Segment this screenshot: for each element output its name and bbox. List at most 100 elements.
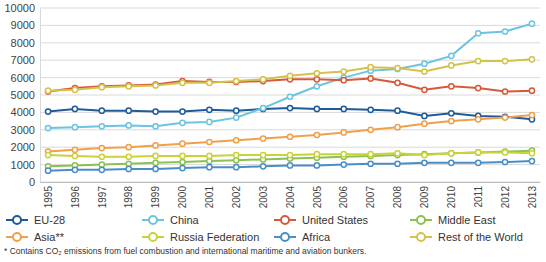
series-marker — [287, 134, 292, 139]
legend-label: United States — [302, 214, 369, 226]
x-axis-line — [41, 182, 541, 183]
series-marker — [207, 139, 212, 144]
legend-item: Russia Federation — [142, 231, 259, 243]
series-marker — [368, 76, 373, 81]
x-tick: 2004 — [285, 182, 296, 208]
series-marker — [529, 88, 534, 93]
legend-marker — [13, 216, 21, 224]
series-marker — [45, 89, 50, 94]
series-marker — [395, 125, 400, 130]
x-tick-label: 2011 — [473, 186, 484, 208]
series-marker — [449, 160, 454, 165]
series-marker — [99, 108, 104, 113]
series-marker — [502, 29, 507, 34]
series-marker — [234, 108, 239, 113]
chart: 0100020003000400050006000700080009000100… — [0, 0, 546, 262]
series-marker — [126, 123, 131, 128]
series-marker — [261, 105, 266, 110]
series-marker — [287, 94, 292, 99]
series — [45, 57, 534, 94]
y-tick-label: 1000 — [11, 159, 35, 171]
series-marker — [72, 167, 77, 172]
series-marker — [99, 85, 104, 90]
series-marker — [449, 84, 454, 89]
x-tick: 2007 — [365, 182, 376, 208]
series-marker — [449, 151, 454, 156]
series-marker — [153, 143, 158, 148]
series-marker — [234, 78, 239, 83]
y-tick-label: 0 — [29, 176, 35, 188]
y-tick-label: 5000 — [11, 89, 35, 101]
series-marker — [422, 152, 427, 157]
series-marker — [422, 121, 427, 126]
series — [45, 112, 534, 154]
series-marker — [234, 158, 239, 163]
x-tick: 2002 — [231, 182, 242, 208]
series-marker — [207, 153, 212, 158]
series-marker — [207, 107, 212, 112]
y-axis-line — [40, 9, 41, 183]
series-marker — [180, 153, 185, 158]
series-marker — [422, 61, 427, 66]
legend-label: Asia** — [34, 231, 65, 243]
x-tick-label: 1996 — [70, 186, 81, 209]
series-line — [48, 152, 532, 156]
legend-marker — [149, 233, 157, 241]
series-marker — [341, 106, 346, 111]
series-marker — [261, 106, 266, 111]
x-tick-label: 2008 — [392, 186, 403, 209]
series-marker — [368, 152, 373, 157]
series-marker — [476, 85, 481, 90]
y-tick-label: 2000 — [11, 141, 35, 153]
legend-marker — [417, 216, 425, 224]
x-tick: 1998 — [123, 182, 134, 208]
series-marker — [287, 105, 292, 110]
x-tick-label: 1997 — [97, 186, 108, 209]
legend-label: EU-28 — [34, 214, 65, 226]
series-marker — [180, 80, 185, 85]
x-tick-label: 2004 — [285, 186, 296, 209]
y-tick: 7000 — [11, 54, 40, 66]
series-marker — [314, 77, 319, 82]
series — [45, 148, 534, 169]
series-marker — [99, 84, 104, 89]
x-tick-label: 2013 — [527, 186, 538, 209]
y-axis: 0100020003000400050006000700080009000100… — [4, 2, 40, 188]
series-marker — [99, 145, 104, 150]
legend-marker — [149, 216, 157, 224]
x-tick: 1995 — [43, 182, 54, 208]
series-marker — [422, 113, 427, 118]
grid-line — [40, 182, 540, 183]
x-tick: 1997 — [97, 182, 108, 208]
series-marker — [45, 168, 50, 173]
x-tick-label: 2012 — [500, 186, 511, 209]
y-tick-label: 9000 — [11, 19, 35, 31]
x-tick: 1999 — [150, 182, 161, 208]
series-group — [45, 21, 534, 173]
series-marker — [476, 58, 481, 63]
series — [45, 150, 534, 160]
series-marker — [180, 159, 185, 164]
legend-marker — [281, 216, 289, 224]
series-marker — [422, 87, 427, 92]
series-marker — [395, 161, 400, 166]
footnote: * Contains CO₂ emissions from fuel combu… — [4, 246, 366, 256]
x-tick: 2001 — [204, 182, 215, 208]
legend-label: Rest of the World — [438, 231, 523, 243]
series-marker — [395, 65, 400, 70]
series-marker — [368, 161, 373, 166]
series-marker — [99, 154, 104, 159]
grid-line — [40, 25, 540, 26]
x-tick: 2011 — [473, 182, 484, 208]
series-marker — [153, 124, 158, 129]
x-tick-label: 1995 — [43, 186, 54, 209]
legend-label: Middle East — [438, 214, 495, 226]
x-tick-label: 1998 — [123, 186, 134, 209]
series-marker — [502, 115, 507, 120]
series-marker — [314, 84, 319, 89]
series-marker — [72, 106, 77, 111]
series-marker — [153, 109, 158, 114]
x-tick-label: 2002 — [231, 186, 242, 209]
series-marker — [72, 125, 77, 130]
series-marker — [287, 163, 292, 168]
